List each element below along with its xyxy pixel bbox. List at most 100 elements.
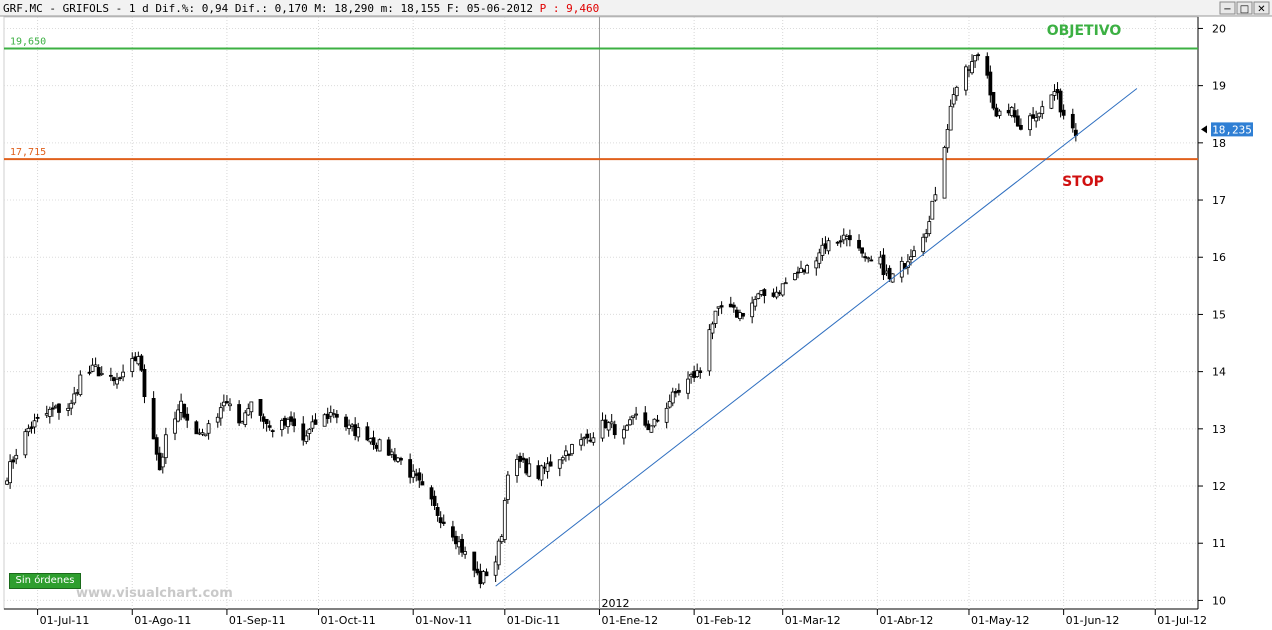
candle-body (863, 256, 868, 259)
candle-body (542, 466, 547, 469)
candle-body (652, 418, 657, 427)
candle-body (417, 472, 422, 481)
candle-body (1018, 124, 1023, 130)
candle-body (707, 329, 712, 372)
candle-body (625, 425, 629, 431)
candle-body (350, 424, 355, 427)
candle-body (365, 426, 370, 441)
candle-body (154, 437, 159, 455)
trendline (495, 88, 1138, 587)
minimize-icon: − (1223, 4, 1231, 15)
close-button[interactable]: ✕ (1253, 1, 1270, 15)
candle-body (820, 244, 825, 256)
candle-body (799, 267, 803, 273)
watermark: www.visualchart.com (76, 586, 233, 601)
x-tick-label: 01-Ago-11 (134, 614, 191, 627)
candle-body (133, 356, 138, 362)
maximize-button[interactable]: □ (1236, 1, 1253, 15)
candle-body (35, 417, 40, 419)
candle-body (933, 194, 938, 201)
candle-body (521, 457, 526, 461)
candle-body (646, 423, 651, 431)
x-tick-label: 01-Ene-12 (601, 614, 658, 627)
candle-body (1070, 113, 1075, 129)
candle-body (283, 417, 287, 426)
candle-body (771, 292, 776, 297)
candle-body (344, 416, 348, 428)
candle-body (557, 459, 562, 469)
candle-body (460, 538, 464, 553)
maximize-icon: □ (1240, 4, 1249, 15)
candle-body (588, 439, 593, 442)
candle-body (243, 412, 248, 425)
candle-body (835, 241, 840, 244)
candle-body (515, 458, 519, 476)
x-tick-label: 01-Feb-12 (696, 614, 751, 627)
candle-body (951, 94, 956, 105)
candle-body (420, 481, 425, 486)
candle-body (1034, 117, 1039, 122)
candle-body (954, 86, 959, 97)
candle-body (435, 507, 440, 516)
candle-body (930, 200, 935, 220)
candle-body (307, 428, 312, 434)
candle-body (47, 408, 52, 417)
candle-body (221, 401, 226, 407)
candle-body (160, 456, 165, 468)
candle-body (1055, 89, 1060, 94)
candle-body (450, 526, 455, 538)
candle-body (176, 409, 180, 422)
candle-body (585, 433, 590, 439)
candle-body (475, 568, 480, 574)
candle-body (741, 312, 745, 317)
candle-body (96, 367, 101, 377)
candle-body (136, 356, 141, 365)
x-tick-label: 01-May-12 (971, 614, 1029, 627)
candle-body (457, 541, 461, 548)
candle-body (734, 309, 739, 318)
candle-body (26, 428, 31, 433)
candle-body (142, 369, 147, 398)
candle-body (386, 439, 391, 456)
candle-body (151, 398, 156, 440)
candle-body (1012, 110, 1017, 118)
candle-body (463, 551, 468, 555)
y-tick-label: 10 (1212, 594, 1226, 607)
candle-body (518, 455, 522, 462)
candle-body (225, 401, 229, 404)
candle-body (163, 434, 168, 459)
candle-body (866, 257, 871, 260)
candle-body (970, 61, 974, 74)
candle-body (200, 432, 205, 435)
candle-body (838, 240, 843, 243)
candle-body (609, 421, 614, 425)
candle-body (634, 413, 639, 416)
plot-frame (3, 16, 1199, 610)
stop-value-label: 17,715 (10, 147, 46, 158)
candle-body (878, 256, 883, 265)
candle-body (246, 408, 251, 416)
candle-body (454, 535, 458, 545)
candle-body (560, 457, 565, 461)
y-axis-ticks: 10 11 12 13 14 15 16 17 18 19 20 (1198, 22, 1226, 607)
candle-body (29, 426, 34, 429)
sin-ordenes-badge[interactable]: Sin órdenes (9, 573, 81, 589)
candle-body (292, 418, 297, 427)
candle-body (582, 437, 587, 440)
candle-body (484, 571, 489, 577)
candle-body (945, 129, 950, 149)
candle-body (631, 415, 635, 418)
minimize-button[interactable]: − (1219, 1, 1236, 15)
candle-body (612, 424, 617, 436)
candle-body (396, 457, 400, 462)
candle-body (689, 373, 693, 377)
candle-body (967, 69, 971, 71)
candle-body (762, 289, 767, 296)
candle-body (1049, 94, 1054, 109)
candle-body (206, 423, 211, 434)
candle-body (14, 454, 19, 460)
candle-body (78, 374, 83, 396)
candle-body (750, 302, 755, 318)
candle-body (493, 561, 498, 576)
